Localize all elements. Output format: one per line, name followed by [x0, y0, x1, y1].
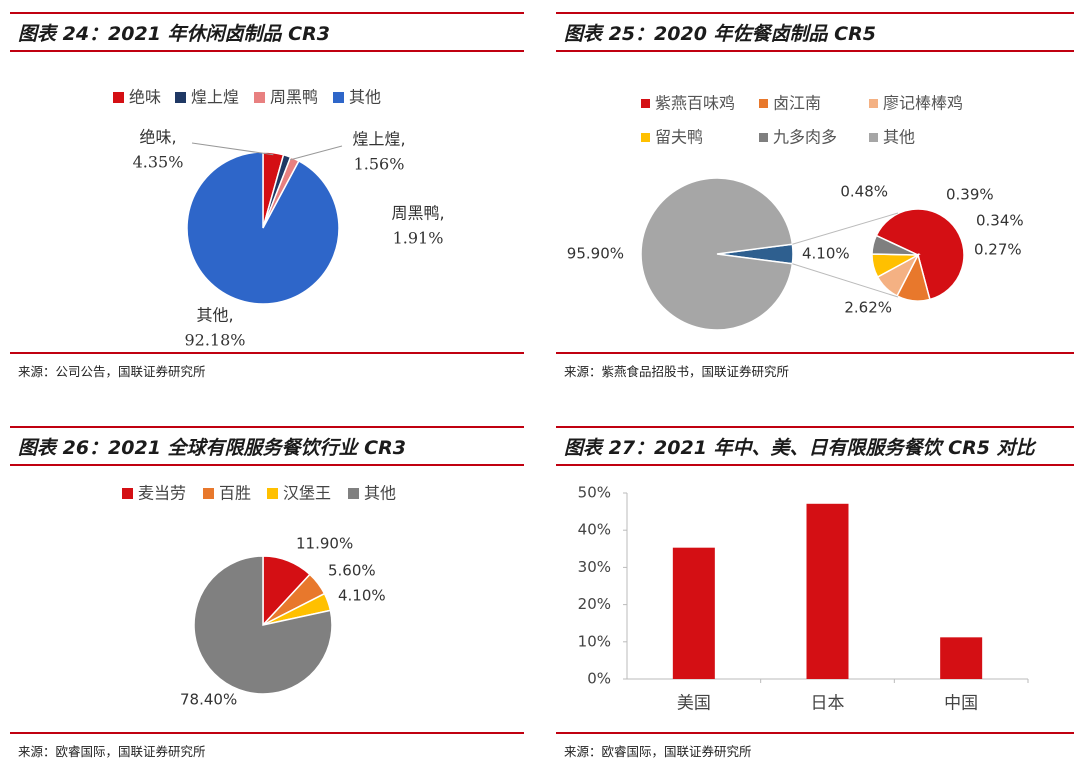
slice-value-label: 0.48% — [840, 183, 888, 201]
pie-chart-26: 麦当劳 百胜 汉堡王 其他 11.90% 5.60% 4.10% 78.40% — [122, 484, 396, 709]
chart-title-25: 图表 25：2020 年佐餐卤制品 CR5 — [556, 12, 1074, 52]
legend-item-label: 汉堡王 — [283, 484, 331, 503]
source-note-24: 来源：公司公告，国联证券研究所 — [10, 352, 524, 386]
legend-item-swatch — [175, 92, 186, 103]
slice-value-label-combined: 4.10% — [802, 245, 850, 263]
legend-label: 留夫鸭 — [655, 128, 703, 147]
connector-line — [792, 263, 899, 298]
legend-swatch — [759, 133, 768, 142]
slice-value-label: 78.40% — [180, 691, 237, 709]
pie-slice-secondary — [875, 208, 965, 301]
slice-name-label: 绝味, — [139, 128, 176, 147]
legend-item-swatch — [333, 92, 344, 103]
slice-value-label: 1.91% — [393, 229, 444, 248]
chart-panel-24: 图表 24：2021 年休闲卤制品 CR3 绝味 煌上煌 周黑鸭 其他绝味, 4.35%… — [10, 12, 524, 382]
slice-value-label: 11.90% — [296, 535, 353, 553]
bar — [940, 637, 983, 679]
bar — [806, 503, 849, 679]
chart-panel-25: 图表 25：2020 年佐餐卤制品 CR5 紫燕百味鸡 卤江南 廖记棒棒鸡留夫鸭 九多… — [556, 12, 1074, 382]
slice-value-label: 92.18% — [184, 331, 245, 350]
chart-title-27: 图表 27：2021 年中、美、日有限服务餐饮 CR5 对比 — [556, 426, 1074, 466]
slice-name-label: 其他, — [196, 306, 233, 325]
chart-panel-27: 图表 27：2021 年中、美、日有限服务餐饮 CR5 对比 0% 10% 20% 3… — [556, 426, 1074, 770]
legend-item-label: 其他 — [364, 484, 396, 503]
chart-panel-26: 图表 26：2021 全球有限服务餐饮行业 CR3 麦当劳 百胜 汉堡王 其他 11.9… — [10, 426, 524, 770]
chart-title-24: 图表 24：2021 年休闲卤制品 CR3 — [10, 12, 524, 52]
y-tick-label: 30% — [578, 558, 611, 576]
x-tick-label: 美国 — [677, 694, 711, 714]
y-tick-label: 10% — [578, 632, 611, 650]
connector-line — [792, 212, 899, 245]
slice-value-label: 95.90% — [567, 245, 624, 263]
slice-value-label: 5.60% — [328, 562, 376, 580]
legend-label: 其他 — [883, 128, 915, 147]
legend-item-swatch — [254, 92, 265, 103]
legend-label: 九多肉多 — [773, 128, 837, 147]
legend-swatch — [641, 133, 650, 142]
legend-label: 廖记棒棒鸡 — [883, 94, 963, 113]
y-tick-label: 20% — [578, 595, 611, 613]
source-note-25: 来源：紫燕食品招股书，国联证券研究所 — [556, 352, 1074, 386]
y-tick-label: 40% — [578, 521, 611, 539]
y-tick-label: 50% — [578, 484, 611, 502]
legend-item-label: 百胜 — [219, 484, 251, 503]
source-note-27: 来源：欧睿国际，国联证券研究所 — [556, 732, 1074, 766]
source-note-26: 来源：欧睿国际，国联证券研究所 — [10, 732, 524, 766]
legend-item-swatch — [113, 92, 124, 103]
chart-title-26: 图表 26：2021 全球有限服务餐饮行业 CR3 — [10, 426, 524, 466]
legend-label: 紫燕百味鸡 — [655, 94, 735, 113]
legend-item-label: 麦当劳 — [138, 484, 186, 503]
x-tick-label: 日本 — [811, 694, 845, 714]
legend-item-swatch — [348, 488, 359, 499]
legend-item-label: 其他 — [349, 88, 381, 107]
legend-item-label: 绝味 — [129, 88, 161, 107]
slice-value-label: 4.10% — [338, 587, 386, 605]
legend-item-swatch — [122, 488, 133, 499]
legend-swatch — [641, 99, 650, 108]
bar-chart-27: 0% 10% 20% 30% 40% 50% 美国 日本 中国 — [578, 484, 1029, 714]
leader-line — [289, 145, 343, 161]
pie-slice — [193, 555, 333, 695]
slice-name-label: 周黑鸭, — [391, 204, 444, 223]
legend-swatch — [869, 99, 878, 108]
legend-label: 卤江南 — [773, 94, 821, 113]
y-tick-label: 0% — [587, 670, 611, 688]
legend-item-swatch — [267, 488, 278, 499]
pie-slice-secondary — [871, 234, 919, 256]
legend-swatch — [759, 99, 768, 108]
legend-item-swatch — [203, 488, 214, 499]
leader-line — [191, 142, 274, 156]
bar — [672, 547, 715, 679]
legend-item-label: 周黑鸭 — [270, 88, 318, 107]
slice-value-label: 0.34% — [976, 212, 1024, 230]
pie-slice — [186, 151, 340, 305]
slice-value-label: 0.39% — [946, 186, 994, 204]
slice-name-label: 煌上煌, — [352, 130, 405, 149]
x-tick-label: 中国 — [944, 694, 978, 714]
legend-swatch — [869, 133, 878, 142]
slice-value-label: 2.62% — [844, 299, 892, 317]
legend-item-label: 煌上煌 — [191, 88, 239, 107]
slice-value-label: 4.35% — [133, 153, 184, 172]
pie-slice — [640, 177, 794, 331]
slice-value-label: 0.27% — [974, 241, 1022, 259]
slice-value-label: 1.56% — [354, 155, 405, 174]
